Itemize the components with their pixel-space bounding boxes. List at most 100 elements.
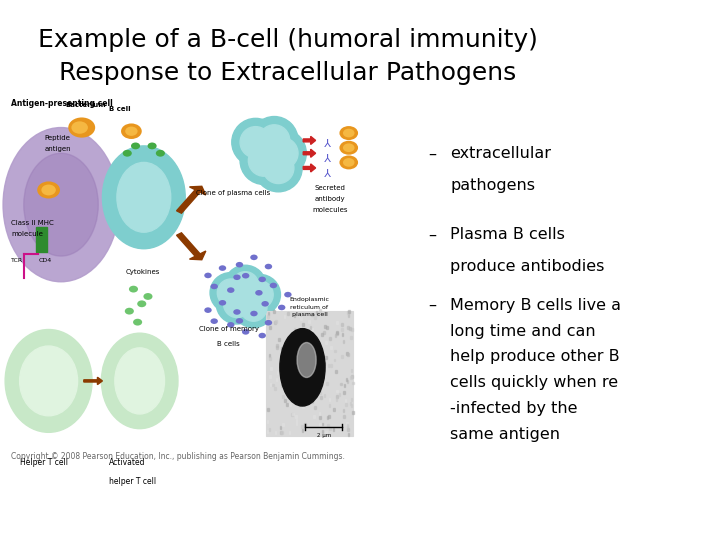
Bar xyxy=(313,345,315,348)
Ellipse shape xyxy=(240,126,271,158)
Bar xyxy=(325,431,326,434)
Bar xyxy=(298,354,300,357)
Bar xyxy=(310,326,311,329)
Bar xyxy=(350,402,351,404)
Bar xyxy=(338,393,341,396)
Bar xyxy=(320,354,321,357)
Bar xyxy=(269,428,270,431)
Text: Antigen-presenting cell: Antigen-presenting cell xyxy=(12,98,113,107)
Bar xyxy=(330,427,331,430)
Bar xyxy=(301,331,302,334)
Bar xyxy=(350,336,352,339)
Bar xyxy=(269,357,271,360)
Bar xyxy=(311,313,313,316)
Bar xyxy=(312,377,314,380)
Bar xyxy=(266,420,269,423)
Ellipse shape xyxy=(251,117,298,164)
Bar xyxy=(336,332,338,335)
Circle shape xyxy=(251,254,258,260)
Circle shape xyxy=(233,274,240,280)
Bar xyxy=(294,368,296,371)
Bar xyxy=(288,396,289,399)
Text: help produce other B: help produce other B xyxy=(450,349,620,364)
Bar xyxy=(314,378,315,381)
Bar xyxy=(329,398,330,401)
Bar xyxy=(300,313,301,316)
Text: Memory B cells live a: Memory B cells live a xyxy=(450,298,621,313)
Bar xyxy=(333,408,335,411)
Bar xyxy=(345,403,346,406)
Bar xyxy=(309,384,311,387)
Text: plasma cell: plasma cell xyxy=(292,312,328,317)
Ellipse shape xyxy=(3,127,119,282)
Text: Plasma B cells: Plasma B cells xyxy=(450,227,565,242)
Bar xyxy=(342,333,343,336)
Bar xyxy=(326,382,328,385)
Circle shape xyxy=(138,300,146,307)
Bar xyxy=(289,373,291,375)
Bar xyxy=(313,415,315,418)
Bar xyxy=(351,375,353,377)
Ellipse shape xyxy=(223,290,251,318)
Bar xyxy=(327,424,328,427)
Ellipse shape xyxy=(115,348,165,414)
Ellipse shape xyxy=(297,342,316,377)
Bar xyxy=(322,430,323,433)
Bar xyxy=(330,364,332,367)
Bar xyxy=(269,375,271,378)
Text: Cytokines: Cytokines xyxy=(125,269,160,275)
Circle shape xyxy=(251,310,258,316)
Bar xyxy=(328,364,329,367)
Bar xyxy=(274,387,276,390)
Circle shape xyxy=(227,287,235,293)
Bar xyxy=(274,310,275,313)
Circle shape xyxy=(233,309,240,315)
Text: Copyright © 2008 Pearson Education, Inc., publishing as Pearson Benjamin Cumming: Copyright © 2008 Pearson Education, Inc.… xyxy=(11,452,345,461)
Text: Example of a B-cell (humoral immunity): Example of a B-cell (humoral immunity) xyxy=(38,29,538,52)
Circle shape xyxy=(210,284,218,289)
Ellipse shape xyxy=(255,144,302,192)
Circle shape xyxy=(258,276,266,282)
Circle shape xyxy=(41,185,56,195)
Bar xyxy=(349,327,351,330)
Bar xyxy=(351,328,353,331)
Text: Secreted: Secreted xyxy=(315,185,346,191)
Bar xyxy=(330,346,332,349)
Bar xyxy=(305,396,307,400)
Circle shape xyxy=(131,143,140,150)
Bar xyxy=(352,382,354,384)
Bar xyxy=(297,345,298,348)
Bar xyxy=(325,341,327,343)
Bar xyxy=(348,314,349,317)
Bar xyxy=(272,383,274,387)
Bar xyxy=(268,312,269,315)
Bar xyxy=(297,339,299,341)
Circle shape xyxy=(227,322,235,328)
Bar xyxy=(314,347,315,349)
Ellipse shape xyxy=(240,294,267,321)
Bar xyxy=(274,321,276,324)
Text: Class II MHC: Class II MHC xyxy=(12,220,54,226)
Bar xyxy=(287,382,289,385)
Bar xyxy=(276,371,278,374)
Circle shape xyxy=(204,273,212,278)
Bar xyxy=(333,428,334,430)
Bar xyxy=(308,320,310,323)
Bar xyxy=(286,403,288,406)
Bar xyxy=(350,376,351,379)
Bar xyxy=(351,369,353,372)
Bar xyxy=(329,403,330,407)
Circle shape xyxy=(133,319,142,326)
Ellipse shape xyxy=(102,146,185,249)
Bar xyxy=(303,362,305,365)
Circle shape xyxy=(122,150,132,157)
Circle shape xyxy=(210,319,218,324)
Bar xyxy=(310,333,311,336)
Bar xyxy=(317,313,319,315)
Text: molecule: molecule xyxy=(12,231,43,237)
Circle shape xyxy=(148,143,157,150)
Bar xyxy=(323,362,325,365)
Bar xyxy=(311,401,312,403)
Text: Peptide: Peptide xyxy=(45,136,71,141)
Ellipse shape xyxy=(102,333,178,429)
